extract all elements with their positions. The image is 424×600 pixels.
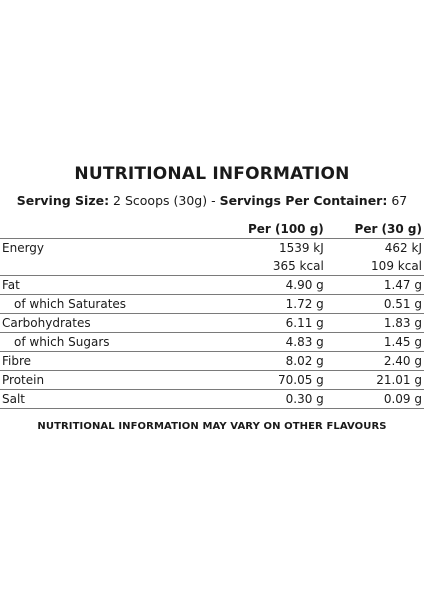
table-row: 365 kcal 109 kcal: [0, 257, 424, 276]
value-per-30g: 0.51 g: [325, 294, 424, 314]
serving-size-label: Serving Size:: [16, 193, 110, 208]
value-per-100g: 70.05 g: [218, 370, 326, 390]
serving-info: Serving Size: 2 Scoops (30g) - Servings …: [0, 193, 424, 208]
table-row: Carbohydrates 6.11 g 1.83 g: [0, 313, 424, 333]
value-per-100g: 365 kcal: [218, 257, 326, 276]
value-per-30g: 2.40 g: [325, 351, 424, 371]
header-per-30g: Per (30 g): [325, 219, 424, 239]
value-per-30g: 109 kcal: [325, 257, 424, 276]
nutrient-label: Energy: [2, 241, 45, 255]
nutrient-label: of which Saturates: [0, 294, 219, 314]
nutrient-label: Salt: [0, 389, 219, 409]
value-per-100g: 6.11 g: [218, 313, 326, 333]
value-per-30g: 21.01 g: [325, 370, 424, 390]
value-per-100g: 8.02 g: [218, 351, 326, 371]
nutrient-label: Protein: [0, 370, 219, 390]
nutrient-label: Fat: [0, 275, 219, 295]
table-row: Energy 1539 kJ 462 kJ: [0, 239, 424, 258]
nutrient-label: [0, 257, 219, 276]
value-per-30g: 1.47 g: [325, 275, 424, 295]
table-row: of which Sugars 4.83 g 1.45 g: [0, 332, 424, 352]
nutrient-label: of which Sugars: [0, 332, 219, 352]
value-per-100g: 0.30 g: [218, 389, 326, 409]
header-nutrient: [0, 219, 219, 239]
table-row: of which Saturates 1.72 g 0.51 g: [0, 294, 424, 314]
nutrient-label: Fibre: [0, 351, 219, 371]
table-row: Protein 70.05 g 21.01 g: [0, 370, 424, 390]
table-header-row: Per (100 g) Per (30 g): [0, 219, 424, 239]
value-per-100g: 1.72 g: [218, 294, 326, 314]
nutrient-label: Carbohydrates: [0, 313, 219, 333]
value-per-30g: 0.09 g: [325, 389, 424, 409]
value-per-100g: 1539 kJ: [278, 241, 324, 255]
value-per-100g: 4.83 g: [218, 332, 326, 352]
table-row: Fat 4.90 g 1.47 g: [0, 275, 424, 295]
header-per-100g: Per (100 g): [218, 219, 326, 239]
value-per-100g: 4.90 g: [218, 275, 326, 295]
table-row: Salt 0.30 g 0.09 g: [0, 389, 424, 409]
servings-per-container-label: Servings Per Container:: [219, 193, 388, 208]
servings-per-container-value: 67: [387, 193, 408, 208]
serving-size-value: 2 Scoops (30g) -: [109, 193, 220, 208]
table-row: Fibre 8.02 g 2.40 g: [0, 351, 424, 371]
value-per-30g: 1.45 g: [325, 332, 424, 352]
value-per-30g: 462 kJ: [384, 241, 422, 255]
page-title: NUTRITIONAL INFORMATION: [74, 164, 350, 184]
nutrition-table: Per (100 g) Per (30 g) Energy 1539 kJ 46…: [0, 219, 424, 409]
value-per-30g: 1.83 g: [325, 313, 424, 333]
footer-note: NUTRITIONAL INFORMATION MAY VARY ON OTHE…: [37, 421, 387, 432]
